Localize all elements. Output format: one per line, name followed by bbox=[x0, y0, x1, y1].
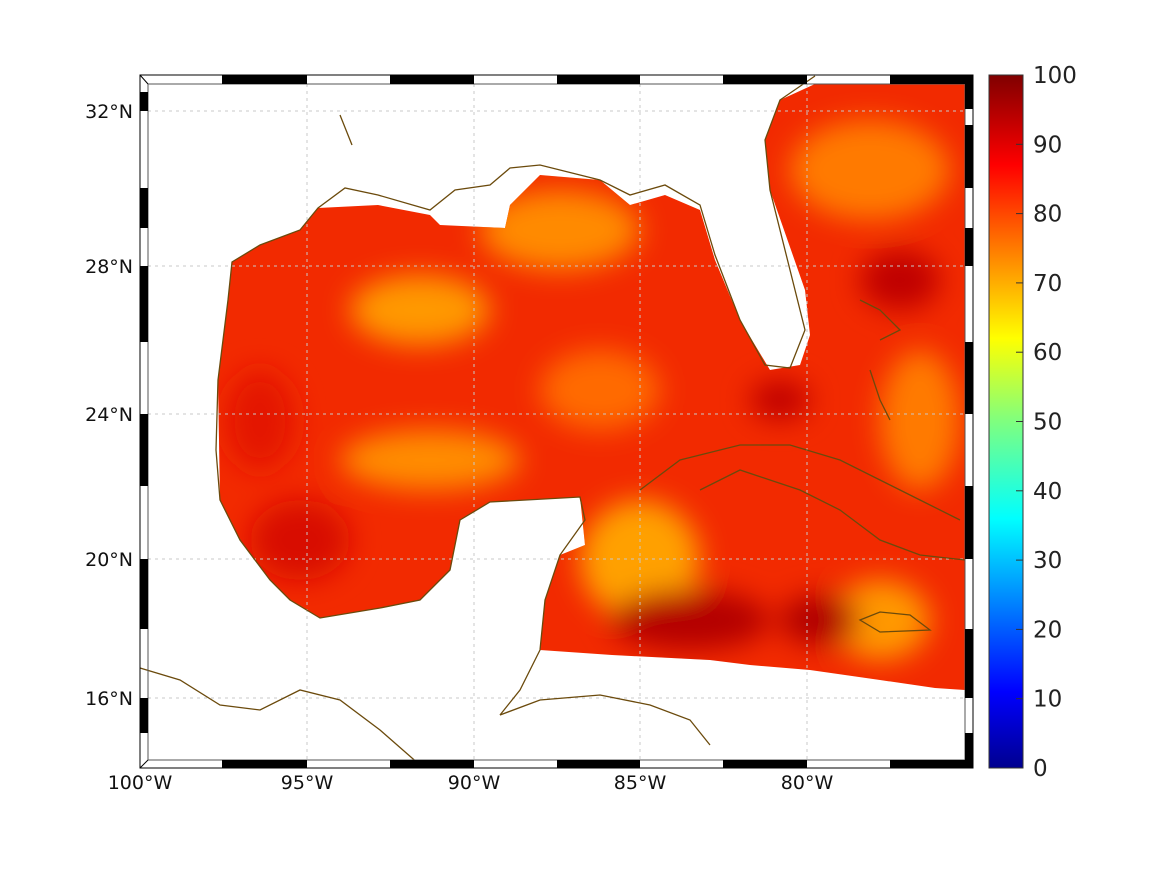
colorbar-tick-label: 70 bbox=[1033, 271, 1062, 297]
coastlines bbox=[139, 75, 966, 766]
lon-label: 95°W bbox=[281, 772, 334, 794]
colorbar-tick-label: 60 bbox=[1033, 340, 1062, 366]
colorbar-tick-label: 50 bbox=[1033, 410, 1062, 436]
colorbar-tick-label: 0 bbox=[1033, 756, 1048, 782]
colorbar-tick-label: 100 bbox=[1033, 63, 1077, 89]
lat-label: 32°N bbox=[85, 101, 133, 123]
lat-label: 24°N bbox=[85, 404, 133, 426]
colorbar-tick-label: 30 bbox=[1033, 548, 1062, 574]
lat-label: 28°N bbox=[85, 256, 133, 278]
lon-label: 100°W bbox=[108, 772, 173, 794]
colorbar-tick-label: 90 bbox=[1033, 132, 1062, 158]
colorbar-tick-label: 40 bbox=[1033, 479, 1062, 505]
lon-label: 90°W bbox=[448, 772, 501, 794]
colorbar-ticks: 0 10 20 30 40 50 60 70 80 90 100 bbox=[1016, 63, 1077, 782]
probability-field bbox=[218, 84, 965, 690]
lon-label: 80°W bbox=[781, 772, 834, 794]
colorbar-tick-label: 80 bbox=[1033, 202, 1062, 228]
map-frame bbox=[139, 74, 974, 769]
lat-label: 16°N bbox=[85, 688, 133, 710]
colorbar-tick-label: 20 bbox=[1033, 617, 1062, 643]
colorbar-tick-label: 10 bbox=[1033, 687, 1062, 713]
lat-label: 20°N bbox=[85, 549, 133, 571]
lat-axis-labels: 32°N 28°N 24°N 20°N 16°N bbox=[85, 101, 133, 710]
lon-axis-labels: 100°W 95°W 90°W 85°W 80°W bbox=[108, 772, 834, 794]
lon-label: 85°W bbox=[614, 772, 667, 794]
